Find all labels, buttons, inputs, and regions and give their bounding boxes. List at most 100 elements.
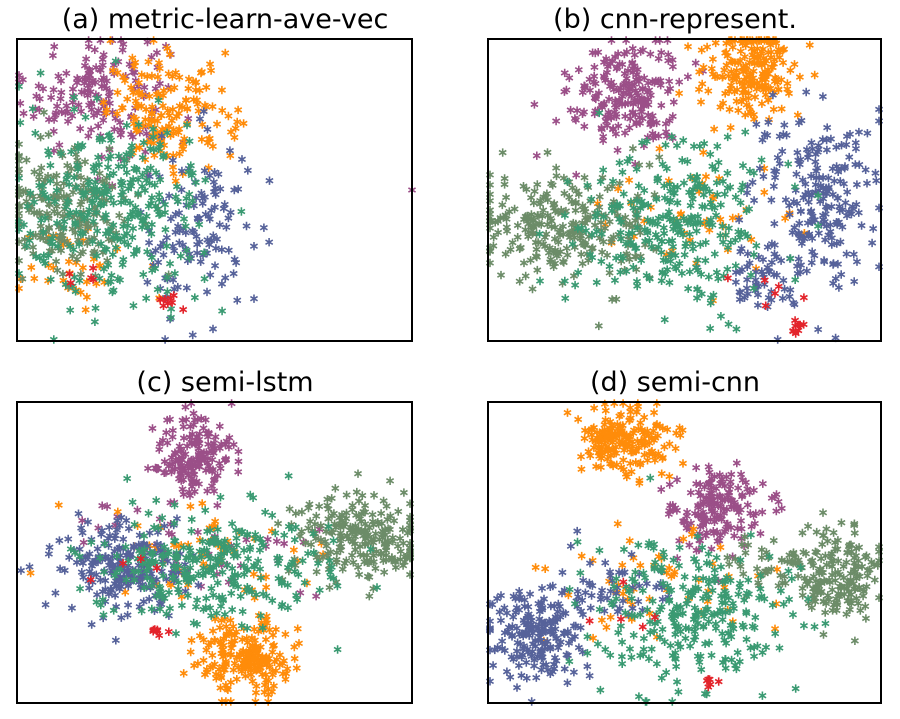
data-point	[734, 483, 743, 493]
data-point	[724, 224, 733, 233]
data-point	[122, 229, 131, 238]
data-point	[184, 114, 193, 123]
data-point	[539, 192, 548, 202]
data-point	[119, 255, 128, 264]
data-point	[224, 111, 233, 121]
data-point	[680, 572, 689, 581]
data-point	[127, 141, 136, 150]
data-point	[615, 95, 624, 105]
data-point	[179, 214, 189, 224]
data-point	[274, 519, 283, 528]
data-point	[506, 672, 515, 682]
data-point	[535, 229, 544, 239]
data-point	[807, 172, 816, 181]
data-point	[272, 537, 281, 546]
data-point	[679, 136, 688, 145]
data-point	[166, 259, 175, 268]
data-point	[232, 534, 241, 543]
data-point	[206, 603, 215, 613]
data-point	[65, 269, 74, 279]
data-point	[171, 457, 180, 466]
data-point	[733, 505, 742, 514]
data-point	[613, 146, 622, 155]
data-point	[818, 135, 827, 144]
data-point	[796, 563, 805, 572]
data-point	[596, 591, 605, 600]
data-point	[747, 270, 756, 280]
data-point	[673, 198, 682, 207]
data-point	[77, 523, 86, 533]
data-point	[144, 509, 153, 518]
data-point	[93, 544, 102, 554]
data-point	[147, 604, 156, 614]
data-point	[789, 197, 798, 206]
data-point	[181, 402, 190, 412]
data-point	[211, 614, 220, 624]
data-point	[62, 175, 71, 184]
data-point	[720, 495, 729, 504]
data-point	[569, 668, 578, 677]
data-point	[71, 287, 80, 296]
series-2	[136, 107, 274, 344]
data-point	[292, 663, 301, 673]
data-point	[657, 673, 666, 683]
data-point	[176, 466, 186, 475]
data-point	[559, 258, 568, 267]
data-point	[527, 697, 536, 706]
data-point	[798, 528, 807, 538]
data-point	[617, 463, 626, 472]
data-point	[509, 655, 518, 664]
data-point	[732, 324, 741, 334]
data-point	[195, 114, 204, 124]
data-point	[691, 574, 700, 583]
data-point	[348, 505, 357, 514]
data-point	[190, 415, 199, 425]
data-point	[799, 293, 808, 302]
data-point	[104, 92, 113, 101]
data-point	[225, 146, 234, 155]
data-point	[67, 147, 76, 156]
data-point	[91, 178, 100, 187]
data-point	[655, 144, 664, 153]
data-point	[707, 651, 716, 660]
data-point	[694, 488, 703, 497]
data-point	[615, 179, 624, 188]
data-point	[654, 242, 663, 252]
data-point	[109, 561, 118, 570]
data-point	[655, 36, 664, 45]
data-point	[666, 84, 675, 93]
data-point	[772, 252, 781, 262]
data-point	[162, 609, 171, 619]
data-point	[779, 276, 788, 285]
data-point	[834, 283, 843, 292]
data-point	[839, 573, 848, 583]
data-point	[686, 641, 695, 651]
data-point	[666, 641, 675, 650]
data-point	[145, 179, 154, 188]
data-point	[647, 447, 656, 457]
data-point	[757, 545, 766, 554]
data-point	[94, 121, 103, 131]
data-point	[659, 212, 668, 221]
data-point	[599, 165, 608, 175]
data-point	[493, 594, 502, 603]
data-point	[207, 446, 216, 455]
data-point	[79, 538, 88, 547]
data-point	[513, 233, 522, 242]
data-point	[206, 554, 215, 564]
data-point	[183, 104, 192, 113]
data-point	[675, 77, 684, 87]
data-point	[718, 577, 727, 587]
data-point	[156, 295, 165, 304]
data-point	[657, 562, 666, 572]
data-point	[745, 258, 754, 268]
data-point	[348, 528, 357, 537]
data-point	[29, 112, 38, 121]
data-point	[145, 238, 154, 247]
data-point	[706, 298, 715, 308]
data-point	[150, 180, 159, 190]
data-point	[625, 536, 634, 545]
data-point	[726, 123, 735, 132]
data-point	[217, 85, 226, 95]
data-point	[667, 250, 676, 260]
